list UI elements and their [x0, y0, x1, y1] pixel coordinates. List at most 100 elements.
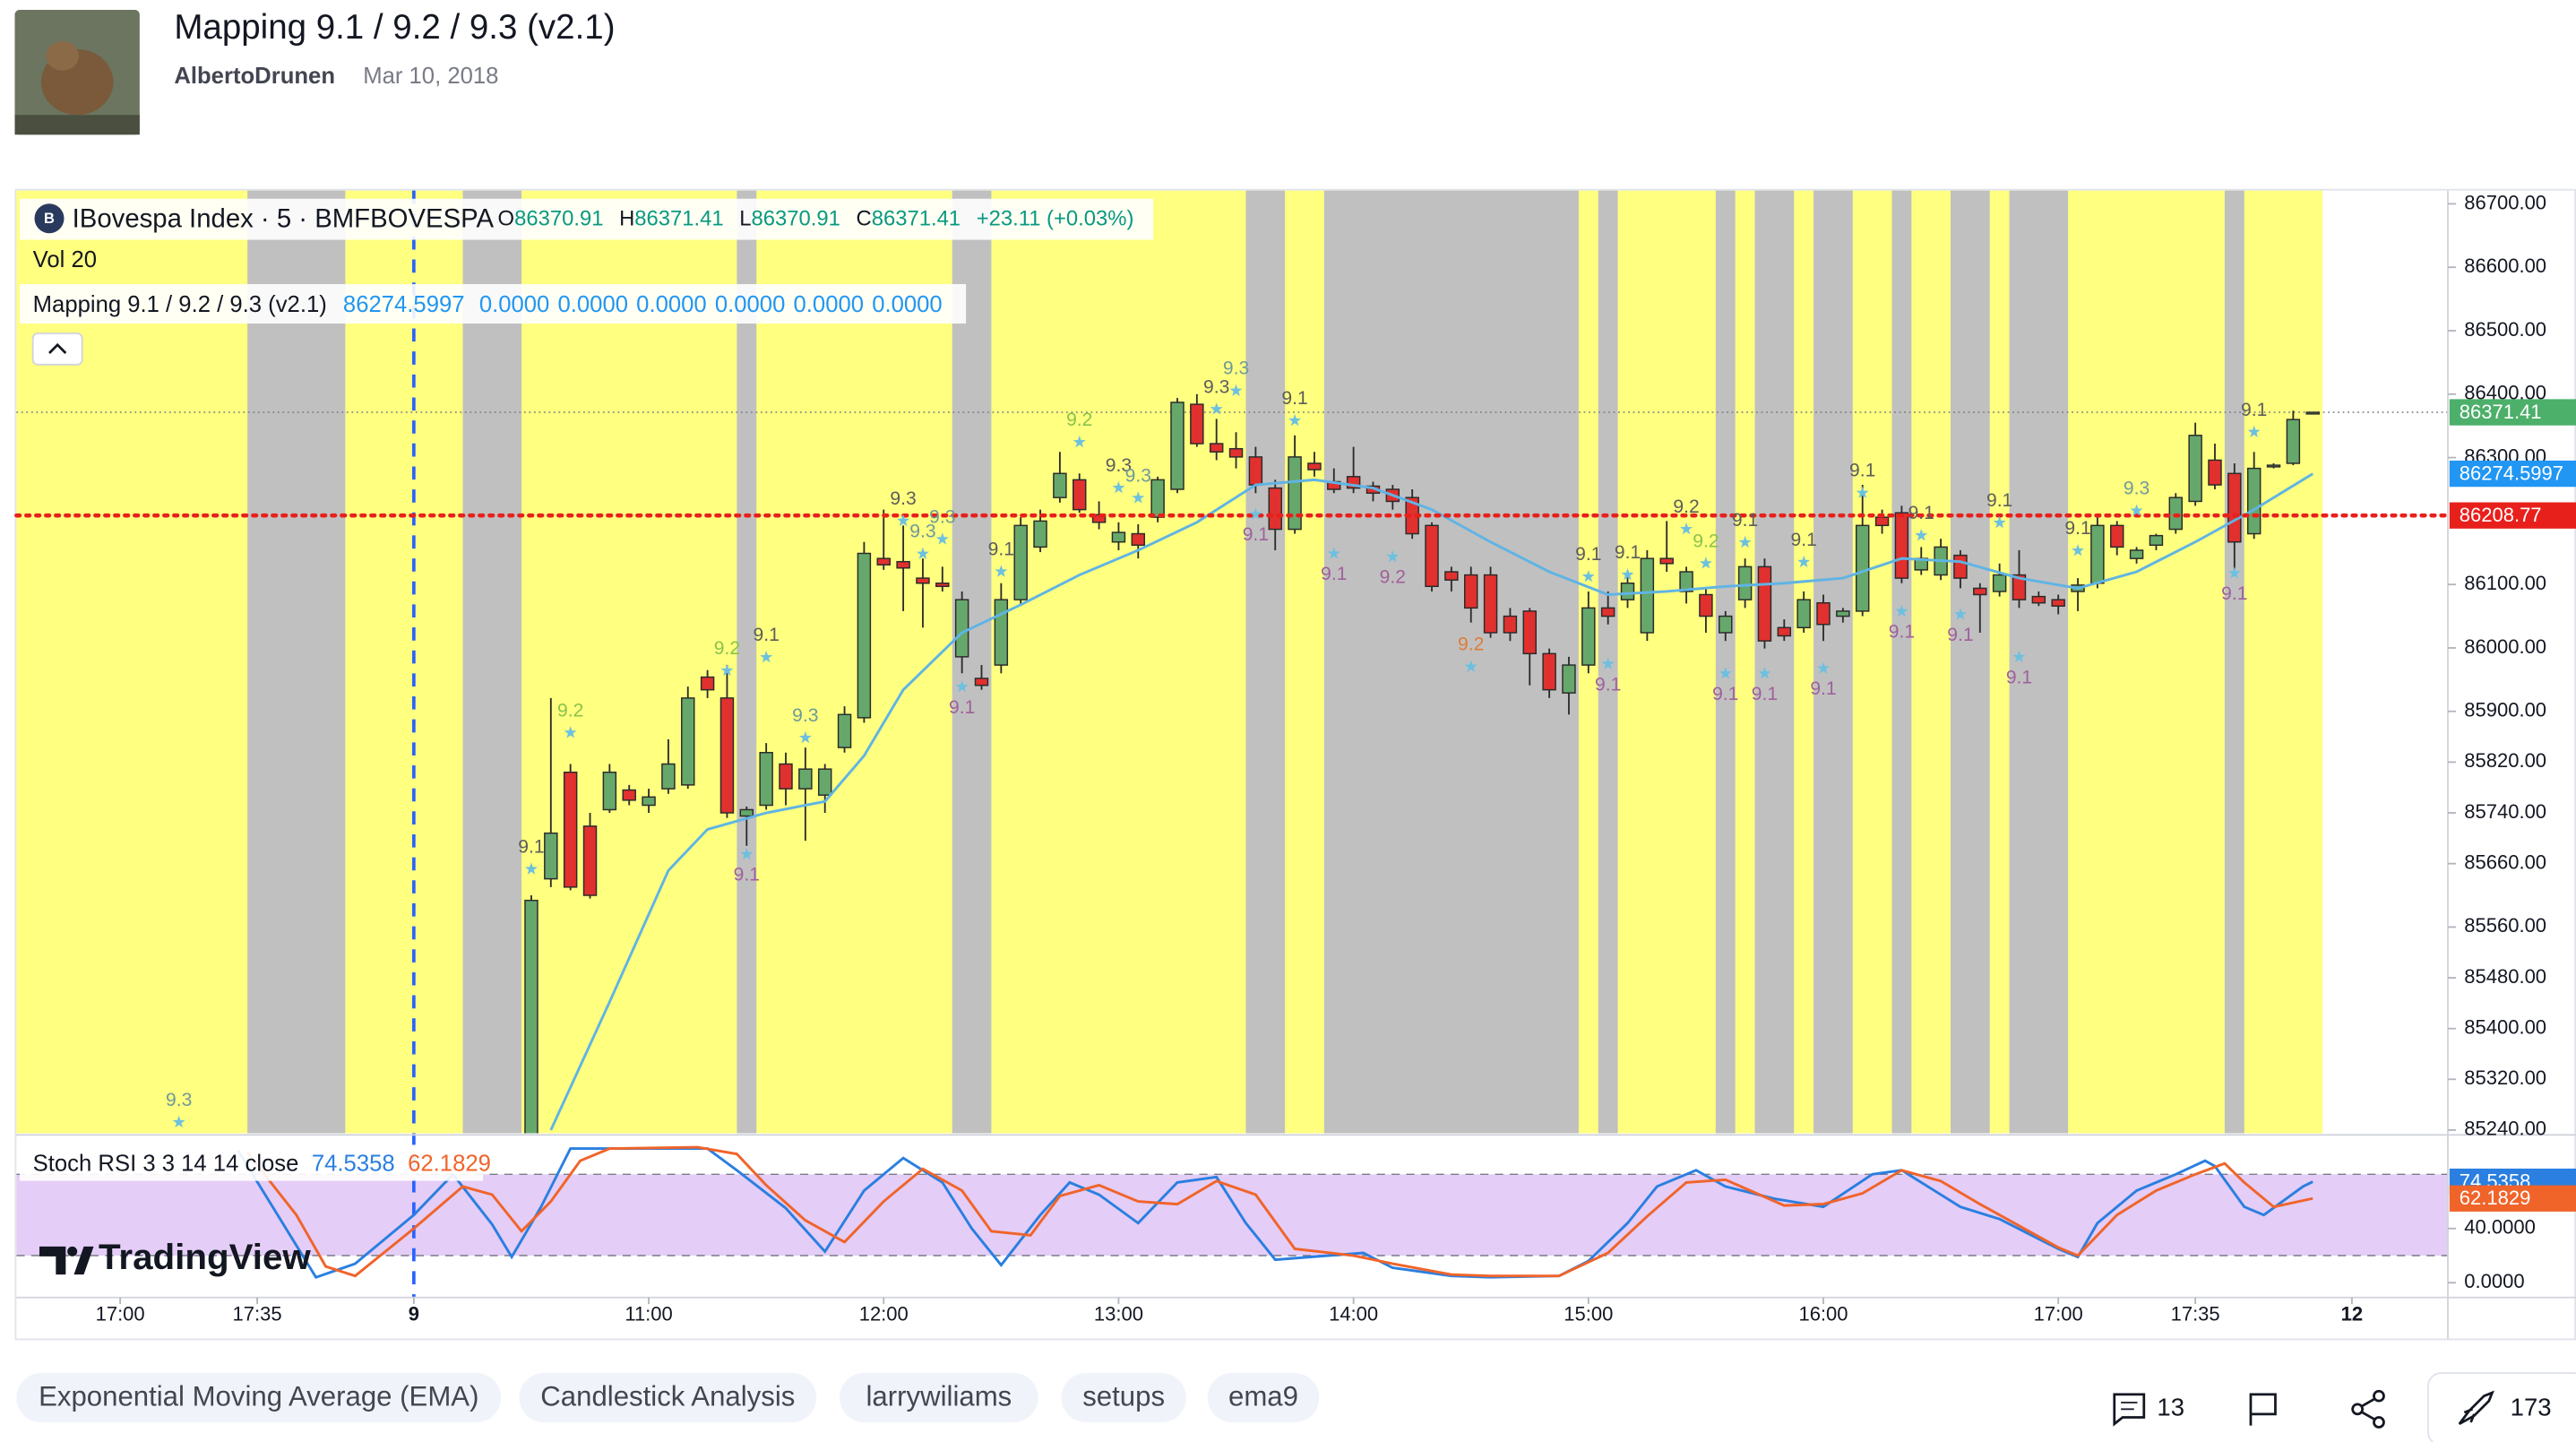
boost-button[interactable] — [2427, 1372, 2576, 1442]
signal-label: 9.1 — [1752, 684, 1778, 704]
signal-star — [2012, 650, 2026, 663]
stoch-y-tick-label: 0.0000 — [2464, 1270, 2524, 1292]
gray-band — [952, 190, 992, 1134]
signal-star — [1797, 555, 1811, 568]
signal-label: 9.3 — [1125, 465, 1151, 486]
candle-body — [1562, 664, 1576, 694]
ohlc-value: 86371.41 — [634, 207, 723, 231]
candle — [1190, 393, 1204, 447]
candle-body — [1953, 554, 1968, 579]
stoch-d-label: 62.1829 — [2460, 1187, 2530, 1209]
tag-label[interactable]: larrywiliams — [866, 1381, 1012, 1412]
tradingview-logo — [39, 1246, 94, 1275]
signal-star — [740, 847, 754, 860]
tag-label[interactable]: setups — [1082, 1381, 1165, 1412]
candle — [1640, 549, 1655, 642]
candle-body — [1757, 566, 1772, 642]
signal-label: 9.1 — [1243, 524, 1269, 545]
candle — [1600, 591, 1615, 625]
gray-band — [1715, 190, 1736, 1134]
legend-symbol[interactable]: IBovespa Index · 5 · BMFBOVESPA — [73, 203, 495, 233]
candle-body — [817, 768, 832, 796]
signal-label: 9.1 — [1810, 678, 1836, 699]
tag-pill[interactable] — [1207, 1373, 1320, 1423]
signal-star — [2130, 504, 2143, 516]
candle-body — [1111, 531, 1126, 543]
signal-label: 9.1 — [1281, 388, 1307, 409]
comments-button[interactable] — [2113, 1393, 2146, 1427]
signal-label: 9.1 — [2221, 583, 2247, 604]
avatar[interactable] — [14, 9, 140, 135]
y-tick-label: 86600.00 — [2464, 255, 2546, 277]
tag-pill[interactable] — [16, 1373, 502, 1423]
x-tick-label: 9 — [409, 1303, 419, 1325]
candle-body — [622, 789, 636, 801]
author[interactable]: AlbertoDrunen — [174, 64, 335, 89]
signal-star — [172, 1115, 185, 1128]
candle-body — [1013, 524, 1028, 600]
candle-body — [759, 752, 773, 807]
candle — [1425, 522, 1439, 591]
signal-star — [1719, 667, 1732, 679]
candle-body — [1522, 610, 1537, 655]
indicator-value: 0.0000 — [794, 292, 865, 317]
y-tick-label: 85900.00 — [2464, 699, 2546, 721]
candle — [1483, 566, 1498, 638]
signal-star — [1073, 436, 1086, 448]
annotations: 9.39.29.19.19.29.19.39.39.39.39.19.19.29… — [166, 358, 2267, 1128]
signal-label: 9.1 — [734, 865, 760, 885]
signal-star — [935, 532, 949, 545]
flag-button[interactable] — [2249, 1393, 2277, 1426]
ohlc-value: 86370.91 — [752, 207, 840, 231]
candle — [2090, 517, 2105, 589]
candle-body — [1600, 607, 1615, 617]
legend-volume[interactable]: Vol 20 — [33, 247, 97, 272]
tag-pill[interactable] — [839, 1373, 1038, 1423]
x-tick-label: 13:00 — [1094, 1303, 1143, 1325]
candle-body — [857, 552, 872, 719]
signal-label: 9.1 — [1889, 622, 1915, 643]
candle-body — [1033, 520, 1047, 548]
share-button[interactable] — [2351, 1389, 2385, 1429]
candle — [2051, 594, 2065, 615]
signal-label: 9.3 — [890, 488, 916, 509]
stoch-k-value: 74.5358 — [312, 1151, 395, 1176]
indicator-name[interactable]: Mapping 9.1 / 9.2 / 9.3 (v2.1) — [33, 292, 327, 317]
ema-line — [549, 472, 2313, 1131]
collapse-icon — [48, 342, 67, 354]
collapse-legend-button[interactable] — [31, 332, 83, 366]
signal-star — [564, 726, 577, 738]
candle — [1131, 523, 1146, 559]
tag-label[interactable]: ema9 — [1228, 1381, 1298, 1412]
candle-body — [2305, 411, 2320, 415]
candle — [1992, 563, 2007, 597]
tag-label[interactable]: Exponential Moving Average (EMA) — [39, 1381, 478, 1412]
candle-body — [2129, 549, 2144, 559]
y-tick-label: 85740.00 — [2464, 800, 2546, 823]
candle — [1111, 522, 1126, 550]
candle — [2188, 422, 2202, 506]
x-tick-label: 11:00 — [625, 1303, 672, 1325]
signal-label: 9.1 — [518, 836, 544, 857]
plot-layer: 9.39.29.19.19.29.19.39.39.39.39.19.19.29… — [14, 358, 2451, 1279]
candle-body — [1679, 571, 1693, 592]
x-tick-label: 15:00 — [1564, 1303, 1613, 1325]
candle — [1522, 608, 1537, 686]
candle-body — [1659, 557, 1674, 565]
candle-body — [1228, 447, 1244, 458]
stoch-name[interactable]: Stoch RSI 3 3 14 14 close — [33, 1151, 299, 1176]
indicator-value: 0.0000 — [872, 292, 943, 317]
ohlc-label: C — [857, 207, 872, 231]
tag-label[interactable]: Candlestick Analysis — [540, 1381, 795, 1412]
x-tick-label: 12:00 — [859, 1303, 909, 1325]
signal-star — [798, 730, 812, 744]
x-tick-label: 17:35 — [233, 1303, 282, 1325]
background-bands — [16, 190, 2323, 1134]
tag-pill[interactable] — [1061, 1373, 1186, 1423]
tag-pill[interactable] — [519, 1373, 817, 1423]
y-tick-label: 86000.00 — [2464, 635, 2546, 658]
candle-body — [1073, 479, 1087, 511]
y-tick-label: 85480.00 — [2464, 965, 2546, 988]
candle — [1777, 619, 1792, 642]
signal-label: 9.3 — [1106, 455, 1132, 476]
